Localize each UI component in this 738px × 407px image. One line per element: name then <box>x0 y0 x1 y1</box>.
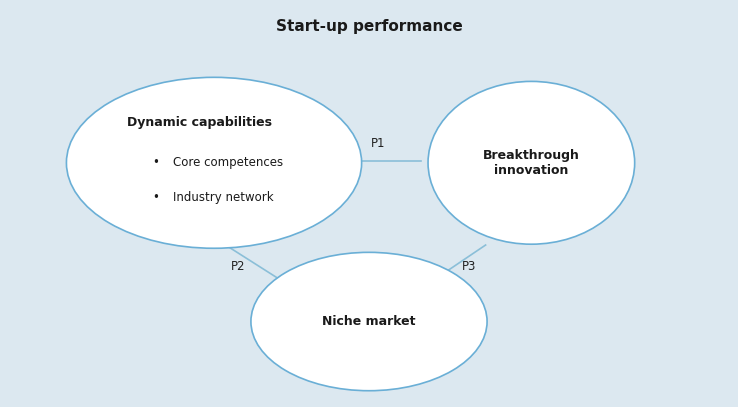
Text: P1: P1 <box>371 137 386 150</box>
Text: •: • <box>152 156 159 169</box>
Text: Core competences: Core competences <box>173 156 283 169</box>
Text: Dynamic capabilities: Dynamic capabilities <box>127 116 272 129</box>
Ellipse shape <box>66 77 362 248</box>
Text: Breakthrough
innovation: Breakthrough innovation <box>483 149 580 177</box>
Text: P2: P2 <box>230 260 245 273</box>
Text: P3: P3 <box>461 260 476 273</box>
Text: Start-up performance: Start-up performance <box>275 19 463 34</box>
Text: •: • <box>152 191 159 204</box>
Text: Industry network: Industry network <box>173 191 274 204</box>
Ellipse shape <box>428 81 635 244</box>
Ellipse shape <box>251 252 487 391</box>
Text: Niche market: Niche market <box>323 315 415 328</box>
